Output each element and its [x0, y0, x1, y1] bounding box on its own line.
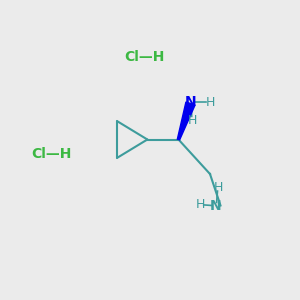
Text: H: H — [213, 181, 223, 194]
Text: Cl—H: Cl—H — [31, 148, 71, 161]
Text: H: H — [205, 95, 215, 109]
Polygon shape — [177, 102, 195, 140]
Text: H: H — [187, 113, 197, 127]
Text: H: H — [195, 198, 205, 211]
Text: N: N — [185, 95, 196, 109]
Text: Cl—H: Cl—H — [124, 50, 164, 64]
Text: N: N — [209, 199, 221, 212]
